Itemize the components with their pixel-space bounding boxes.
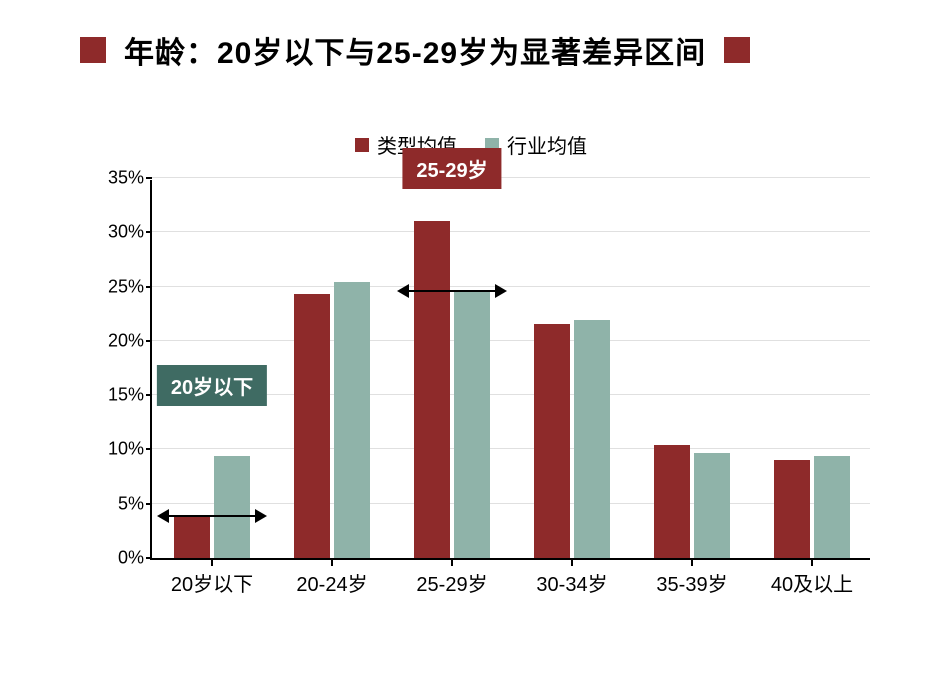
callout-label: 20岁以下 [157, 365, 267, 406]
x-tick-mark [331, 560, 333, 566]
gridline [152, 448, 870, 449]
title-square-right [724, 37, 750, 63]
x-tick-label: 20-24岁 [296, 568, 367, 597]
bar [454, 292, 490, 558]
bar [334, 282, 370, 558]
bar-chart: 0% 5% 10% 15% 20% 25% 30% 35% 20岁以下 20-24岁 25-29岁 3… [90, 170, 890, 620]
y-tick-label: 5% [118, 493, 144, 514]
y-tick-label: 20% [108, 330, 144, 351]
x-tick-label: 25-29岁 [416, 568, 487, 597]
legend-label: 行业均值 [507, 130, 587, 159]
legend-swatch [355, 138, 369, 152]
gridline [152, 177, 870, 178]
bar [214, 456, 250, 558]
y-tick-label: 0% [118, 548, 144, 569]
bar [534, 324, 570, 559]
y-tick-label: 30% [108, 222, 144, 243]
plot-area: 0%5%10%15%20%25%30%35%20岁以下20-24岁25-29岁3… [150, 180, 870, 560]
bar [574, 320, 610, 558]
gridline [152, 286, 870, 287]
y-tick-label: 35% [108, 168, 144, 189]
callout-label: 25-29岁 [402, 148, 501, 189]
x-tick-label: 40及以上 [771, 568, 853, 597]
chart-title-row: 年龄：20岁以下与25-29岁为显著差异区间 [80, 28, 750, 72]
double-arrow-icon [399, 290, 505, 292]
double-arrow-icon [159, 515, 265, 517]
gridline [152, 231, 870, 232]
x-tick-mark [811, 560, 813, 566]
title-square-left [80, 37, 106, 63]
y-tick-label: 10% [108, 439, 144, 460]
bar [654, 445, 690, 558]
gridline [152, 503, 870, 504]
gridline [152, 340, 870, 341]
x-tick-label: 35-39岁 [656, 568, 727, 597]
x-tick-mark [211, 560, 213, 566]
bar [414, 221, 450, 558]
bar [774, 460, 810, 558]
bar [814, 456, 850, 558]
x-tick-label: 20岁以下 [171, 568, 253, 597]
bar [694, 453, 730, 558]
x-tick-mark [451, 560, 453, 566]
y-tick-mark [146, 557, 152, 559]
x-tick-mark [571, 560, 573, 566]
y-tick-label: 15% [108, 385, 144, 406]
chart-title: 年龄：20岁以下与25-29岁为显著差异区间 [124, 28, 706, 72]
y-tick-label: 25% [108, 276, 144, 297]
x-tick-label: 30-34岁 [536, 568, 607, 597]
bar [294, 294, 330, 558]
x-tick-mark [691, 560, 693, 566]
bar [174, 517, 210, 558]
